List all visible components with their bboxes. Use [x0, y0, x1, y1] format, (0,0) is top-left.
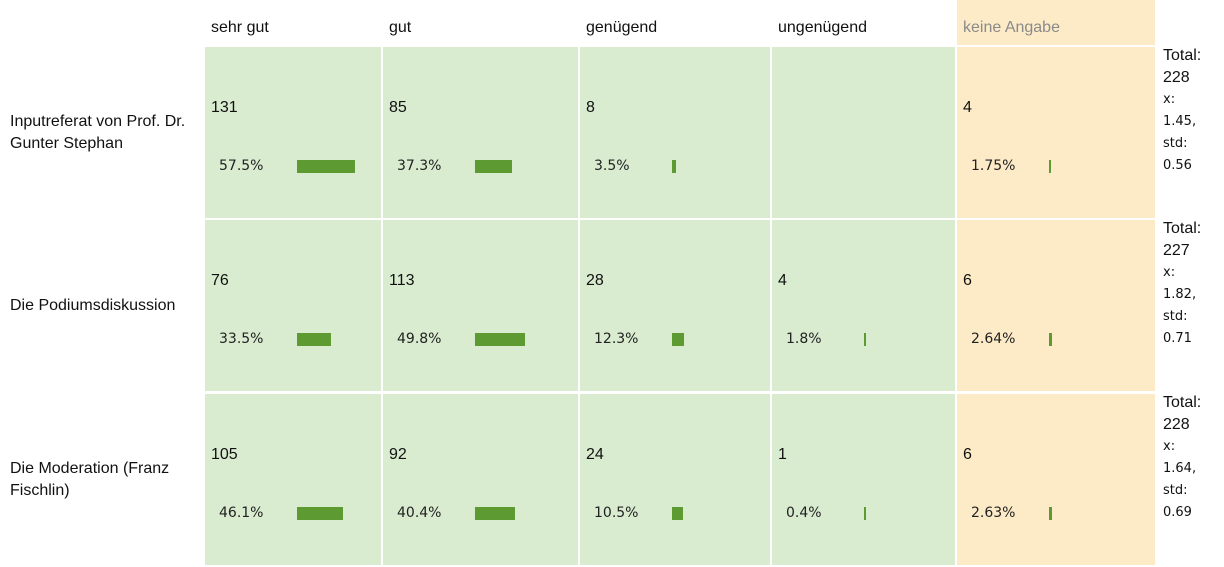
percent: 2.63%	[971, 505, 1016, 521]
percent: 2.64%	[971, 331, 1016, 347]
bar	[475, 507, 516, 520]
count: 28	[586, 272, 604, 289]
count: 4	[778, 272, 787, 289]
percent: 0.4%	[786, 505, 822, 521]
total-value: 227	[1163, 242, 1190, 259]
percent: 49.8%	[397, 331, 442, 347]
std-label: std:	[1163, 309, 1188, 324]
percent: 10.5%	[594, 505, 639, 521]
column-header: ungenügend	[778, 19, 867, 36]
percent: 1.8%	[786, 331, 822, 347]
percent: 40.4%	[397, 505, 442, 521]
total-label: Total:	[1163, 220, 1202, 237]
cell: 28 12.3%	[580, 220, 770, 391]
std-value: 0.56	[1163, 158, 1192, 173]
column-header: gut	[389, 19, 412, 36]
bar	[672, 507, 683, 520]
cell: 8 3.5%	[580, 47, 770, 218]
row-label: Die Podiumsdiskussion	[10, 220, 200, 391]
mean-value: 1.82,	[1163, 287, 1197, 302]
total-value: 228	[1163, 69, 1190, 86]
total: Total: 228 x: 1.64, std: 0.69	[1163, 392, 1201, 524]
count: 6	[963, 272, 972, 289]
bar	[1049, 507, 1052, 520]
percent: 57.5%	[219, 158, 264, 174]
cell: 92 40.4%	[383, 394, 578, 565]
cell: 6 2.63%	[957, 394, 1155, 565]
count: 105	[211, 446, 238, 463]
percent: 33.5%	[219, 331, 264, 347]
percent: 12.3%	[594, 331, 639, 347]
count: 6	[963, 446, 972, 463]
std-value: 0.69	[1163, 505, 1192, 520]
count: 1	[778, 446, 787, 463]
total-label: Total:	[1163, 47, 1202, 64]
cell: 76 33.5%	[205, 220, 381, 391]
mean-label: x:	[1163, 92, 1176, 107]
row-label-text: Die Moderation (Franz Fischlin)	[10, 459, 170, 499]
mean-value: 1.64,	[1163, 461, 1197, 476]
cell: 113 49.8%	[383, 220, 578, 391]
percent: 46.1%	[219, 505, 264, 521]
percent: 3.5%	[594, 158, 630, 174]
cell	[772, 47, 955, 218]
count: 85	[389, 99, 407, 116]
std-value: 0.71	[1163, 331, 1192, 346]
percent: 1.75%	[971, 158, 1016, 174]
count: 76	[211, 272, 229, 289]
total-label: Total:	[1163, 394, 1202, 411]
bar	[297, 507, 344, 520]
bar	[672, 333, 685, 346]
std-label: std:	[1163, 483, 1188, 498]
row-label: Inputreferat von Prof. Dr. Gunter Stepha…	[10, 47, 200, 218]
cell: 6 2.64%	[957, 220, 1155, 391]
count: 113	[389, 272, 415, 289]
bar	[1049, 333, 1052, 346]
std-label: std:	[1163, 136, 1188, 151]
mean-label: x:	[1163, 265, 1176, 280]
column-header: keine Angabe	[957, 0, 1155, 45]
column-header: genügend	[586, 19, 658, 36]
row-label: Die Moderation (Franz Fischlin)	[10, 394, 200, 565]
cell: 85 37.3%	[383, 47, 578, 218]
bar	[297, 333, 331, 346]
row-label-text: Inputreferat von Prof. Dr. Gunter Stepha…	[10, 112, 186, 152]
cell: 105 46.1%	[205, 394, 381, 565]
percent: 37.3%	[397, 158, 442, 174]
cell: 1 0.4%	[772, 394, 955, 565]
total: Total: 228 x: 1.45, std: 0.56	[1163, 45, 1201, 177]
mean-label: x:	[1163, 439, 1176, 454]
count: 24	[586, 446, 604, 463]
bar	[475, 333, 525, 346]
bar	[864, 507, 866, 520]
total: Total: 227 x: 1.82, std: 0.71	[1163, 218, 1201, 350]
cell: 131 57.5%	[205, 47, 381, 218]
cell: 24 10.5%	[580, 394, 770, 565]
cell: 4 1.75%	[957, 47, 1155, 218]
bar	[672, 160, 676, 173]
cell: 4 1.8%	[772, 220, 955, 391]
row-label-text: Die Podiumsdiskussion	[10, 296, 176, 314]
count: 131	[211, 99, 238, 116]
bar	[1049, 160, 1051, 173]
bar	[864, 333, 866, 346]
bar	[297, 160, 355, 173]
mean-value: 1.45,	[1163, 114, 1197, 129]
count: 4	[963, 99, 972, 116]
column-header: sehr gut	[211, 19, 269, 36]
total-value: 228	[1163, 416, 1190, 433]
bar	[475, 160, 513, 173]
count: 8	[586, 99, 595, 116]
count: 92	[389, 446, 407, 463]
